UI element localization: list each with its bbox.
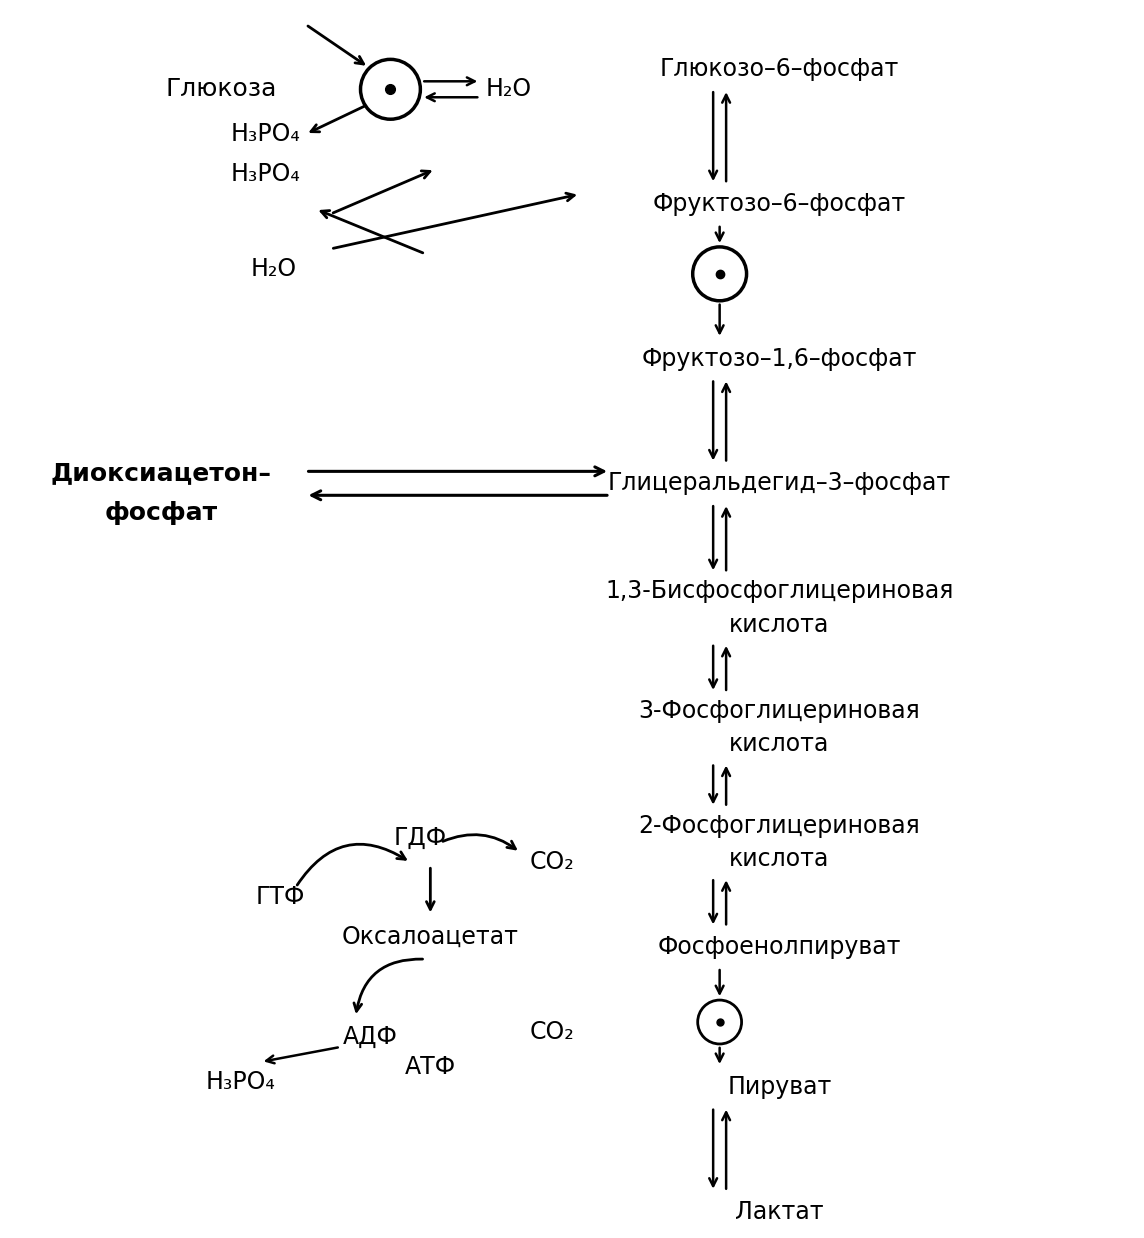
Circle shape (360, 59, 420, 119)
Text: H₂O: H₂O (251, 256, 297, 281)
Text: 3-Фосфоглицериновая
кислота: 3-Фосфоглицериновая кислота (638, 699, 921, 756)
Text: Глюкоза: Глюкоза (165, 77, 277, 102)
Text: ГТФ: ГТФ (256, 885, 305, 910)
Text: ГДФ: ГДФ (394, 826, 447, 849)
Text: фосфат: фосфат (104, 501, 217, 525)
Text: Диоксиацетон–: Диоксиацетон– (50, 462, 271, 485)
Text: H₃PO₄: H₃PO₄ (231, 123, 301, 146)
Text: Лактат: Лактат (736, 1200, 824, 1223)
Text: CO₂: CO₂ (530, 1020, 574, 1044)
Text: H₂O: H₂O (485, 77, 531, 102)
Text: H₃PO₄: H₃PO₄ (206, 1070, 276, 1094)
Text: Глицеральдегид–3–фосфат: Глицеральдегид–3–фосфат (607, 472, 951, 495)
Text: АДФ: АДФ (343, 1025, 398, 1049)
Text: Фосфоенолпируват: Фосфоенолпируват (658, 935, 901, 959)
Text: Фруктозо–6–фосфат: Фруктозо–6–фосфат (653, 192, 906, 215)
Text: Фруктозо–1,6–фосфат: Фруктозо–1,6–фосфат (642, 347, 917, 370)
Circle shape (693, 246, 747, 301)
Text: 1,3-Бисфосфоглицериновая
кислота: 1,3-Бисфосфоглицериновая кислота (605, 579, 954, 636)
Text: H₃PO₄: H₃PO₄ (231, 162, 301, 186)
Text: Оксалоацетат: Оксалоацетат (342, 925, 519, 950)
Circle shape (698, 1000, 741, 1044)
Text: Глюкозо–6–фосфат: Глюкозо–6–фосфат (660, 57, 899, 82)
Text: АТФ: АТФ (405, 1055, 456, 1078)
Text: CO₂: CO₂ (530, 851, 574, 874)
Text: Пируват: Пируват (728, 1075, 832, 1099)
Text: 2-Фосфоглицериновая
кислота: 2-Фосфоглицериновая кислота (638, 813, 921, 872)
